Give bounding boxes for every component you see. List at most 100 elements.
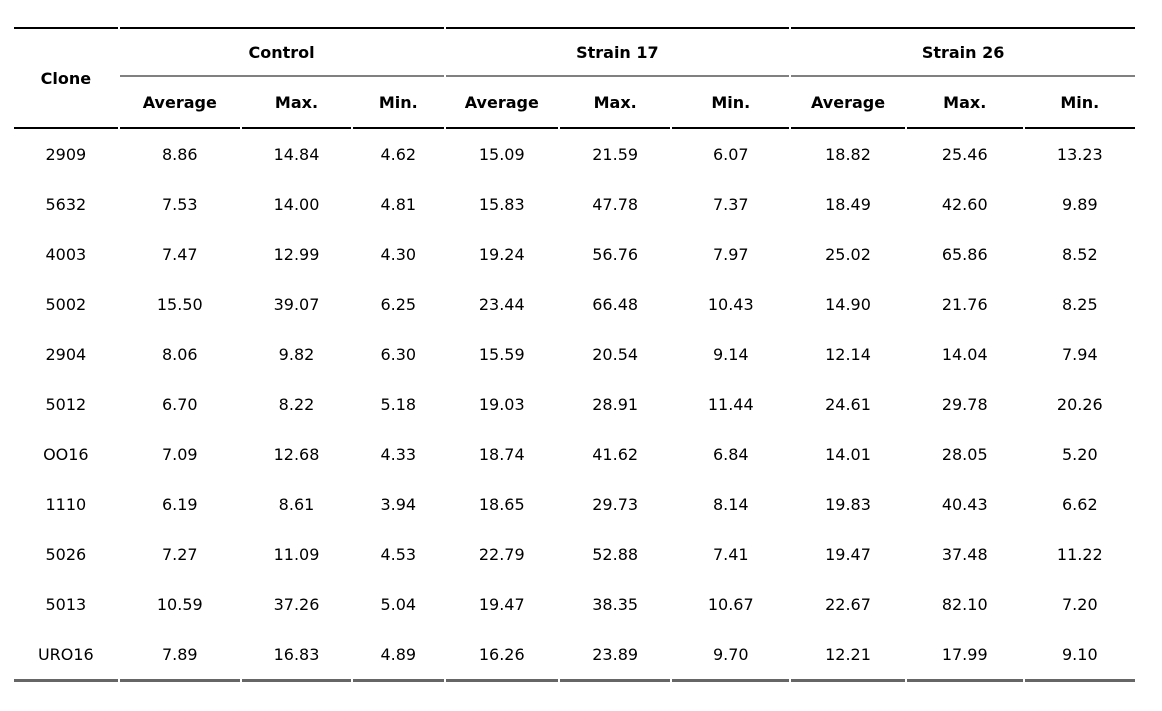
value-cell: 17.99 [906,629,1023,682]
value-cell: 14.84 [273,144,320,164]
value-cell: 7.41 [712,544,749,564]
value-cell: 10.43 [707,294,754,314]
clone-id: URO16 [14,629,118,682]
value-cell: 23.44 [478,294,525,314]
value-cell: 23.89 [560,629,671,682]
sub-header-strain26-min: Min. [1024,77,1135,129]
value-cell: 11.09 [273,544,320,564]
value-cell: 12.68 [273,444,320,464]
sub-header-control-max: Max. [241,77,352,129]
sub-header-strain17-min: Min. [672,77,790,129]
value-cell: 14.01 [825,444,871,464]
clone-column-header: Clone [14,27,118,129]
sub-header-strain26-max: Max. [906,77,1023,129]
value-cell: 52.88 [592,544,639,564]
clone-id: 1110 [45,494,87,514]
table-row: 2909 8.86 14.84 4.62 15.09 21.59 6.07 18.82 25.4… [14,129,1135,179]
value-cell: 12.14 [825,344,871,364]
value-cell: 15.59 [478,344,525,364]
value-cell: 7.27 [161,544,198,564]
value-cell: 11.22 [1056,544,1103,564]
value-cell: 15.09 [478,144,525,164]
clone-id: 5013 [45,594,87,614]
value-cell: 4.30 [380,244,417,264]
clone-id: 5012 [45,394,87,414]
table-row: 5002 15.50 39.07 6.25 23.44 66.48 10.43 14.90 21… [14,279,1135,329]
value-cell: 29.78 [941,394,988,414]
table-row: 2904 8.06 9.82 6.30 15.59 20.54 9.14 12.14 14.04… [14,329,1135,379]
clone-id: 2909 [45,144,87,164]
value-cell: 19.47 [478,594,525,614]
value-cell: 40.43 [941,494,988,514]
value-cell: 29.73 [592,494,639,514]
value-cell: 22.67 [825,594,871,614]
value-cell: 8.52 [1062,244,1098,264]
value-cell: 5.04 [380,594,417,614]
value-cell: 37.48 [941,544,988,564]
table-row: 5013 10.59 37.26 5.04 19.47 38.35 10.67 22.67 82… [14,579,1135,629]
value-cell: 37.26 [273,594,320,614]
clone-id: 5632 [45,194,87,214]
value-cell: 10.59 [156,594,203,614]
table-row: 4003 7.47 12.99 4.30 19.24 56.76 7.97 25.02 65.8… [14,229,1135,279]
value-cell: 3.94 [380,494,417,514]
value-cell: 28.05 [941,444,988,464]
value-cell: 66.48 [592,294,639,314]
value-cell: 4.89 [353,629,444,682]
value-cell: 8.61 [278,494,315,514]
value-cell: 8.14 [712,494,749,514]
value-cell: 5.20 [1062,444,1098,464]
value-cell: 12.99 [273,244,320,264]
value-cell: 6.70 [161,394,198,414]
value-cell: 7.09 [161,444,198,464]
value-cell: 8.86 [161,144,198,164]
value-cell: 14.00 [273,194,320,214]
value-cell: 8.25 [1062,294,1098,314]
table-header: Clone Control Strain 17 Strain 26 Averag… [14,27,1135,129]
value-cell: 12.21 [791,629,905,682]
value-cell: 9.14 [712,344,749,364]
value-cell: 18.82 [825,144,871,164]
value-cell: 6.30 [380,344,417,364]
value-cell: 7.89 [119,629,240,682]
value-cell: 6.25 [380,294,417,314]
value-cell: 4.53 [380,544,417,564]
value-cell: 6.19 [161,494,198,514]
value-cell: 9.70 [672,629,790,682]
value-cell: 20.54 [592,344,639,364]
table-row: 5026 7.27 11.09 4.53 22.79 52.88 7.41 19.47 37.4… [14,529,1135,579]
value-cell: 9.89 [1062,194,1098,214]
value-cell: 7.53 [161,194,198,214]
value-cell: 39.07 [273,294,320,314]
value-cell: 24.61 [825,394,871,414]
sub-header-control-average: Average [119,77,240,129]
value-cell: 18.74 [478,444,525,464]
value-cell: 20.26 [1056,394,1103,414]
value-cell: 9.82 [278,344,315,364]
value-cell: 19.03 [478,394,525,414]
value-cell: 25.02 [825,244,871,264]
value-cell: 56.76 [592,244,639,264]
clone-strain-table: Clone Control Strain 17 Strain 26 Averag… [12,27,1137,682]
value-cell: 4.33 [380,444,417,464]
group-header-strain-17: Strain 17 [445,27,790,77]
value-cell: 28.91 [592,394,639,414]
value-cell: 18.65 [478,494,525,514]
sub-header-strain26-average: Average [791,77,905,129]
value-cell: 7.97 [712,244,749,264]
value-cell: 16.83 [241,629,352,682]
value-cell: 8.06 [161,344,198,364]
value-cell: 16.26 [445,629,559,682]
value-cell: 7.37 [712,194,749,214]
value-cell: 47.78 [592,194,639,214]
clone-id: OO16 [43,444,89,464]
value-cell: 65.86 [941,244,988,264]
value-cell: 22.79 [478,544,525,564]
table-row: OO16 7.09 12.68 4.33 18.74 41.62 6.84 14.01 28.0… [14,429,1135,479]
value-cell: 21.59 [592,144,639,164]
value-cell: 6.07 [712,144,749,164]
table-row: 5632 7.53 14.00 4.81 15.83 47.78 7.37 18.49 42.6… [14,179,1135,229]
value-cell: 21.76 [941,294,988,314]
value-cell: 25.46 [941,144,988,164]
